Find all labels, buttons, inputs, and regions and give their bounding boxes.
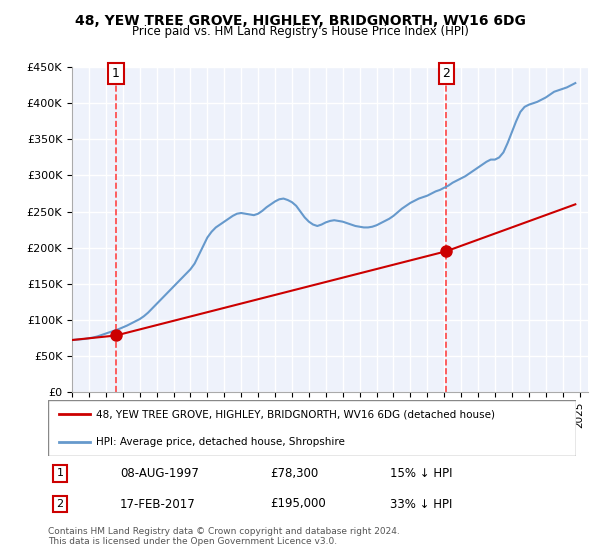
- Text: 1: 1: [56, 468, 64, 478]
- Text: 08-AUG-1997: 08-AUG-1997: [120, 466, 199, 480]
- Text: £78,300: £78,300: [270, 466, 318, 480]
- Text: 1: 1: [112, 67, 120, 80]
- Text: 48, YEW TREE GROVE, HIGHLEY, BRIDGNORTH, WV16 6DG: 48, YEW TREE GROVE, HIGHLEY, BRIDGNORTH,…: [74, 14, 526, 28]
- Text: 17-FEB-2017: 17-FEB-2017: [120, 497, 196, 511]
- Text: 2: 2: [56, 499, 64, 509]
- Text: HPI: Average price, detached house, Shropshire: HPI: Average price, detached house, Shro…: [95, 437, 344, 447]
- Text: Contains HM Land Registry data © Crown copyright and database right 2024.
This d: Contains HM Land Registry data © Crown c…: [48, 526, 400, 546]
- Text: 33% ↓ HPI: 33% ↓ HPI: [390, 497, 452, 511]
- Text: 48, YEW TREE GROVE, HIGHLEY, BRIDGNORTH, WV16 6DG (detached house): 48, YEW TREE GROVE, HIGHLEY, BRIDGNORTH,…: [95, 409, 494, 419]
- Text: 15% ↓ HPI: 15% ↓ HPI: [390, 466, 452, 480]
- Text: Price paid vs. HM Land Registry's House Price Index (HPI): Price paid vs. HM Land Registry's House …: [131, 25, 469, 38]
- Text: 2: 2: [442, 67, 450, 80]
- Text: £195,000: £195,000: [270, 497, 326, 511]
- FancyBboxPatch shape: [48, 400, 576, 456]
